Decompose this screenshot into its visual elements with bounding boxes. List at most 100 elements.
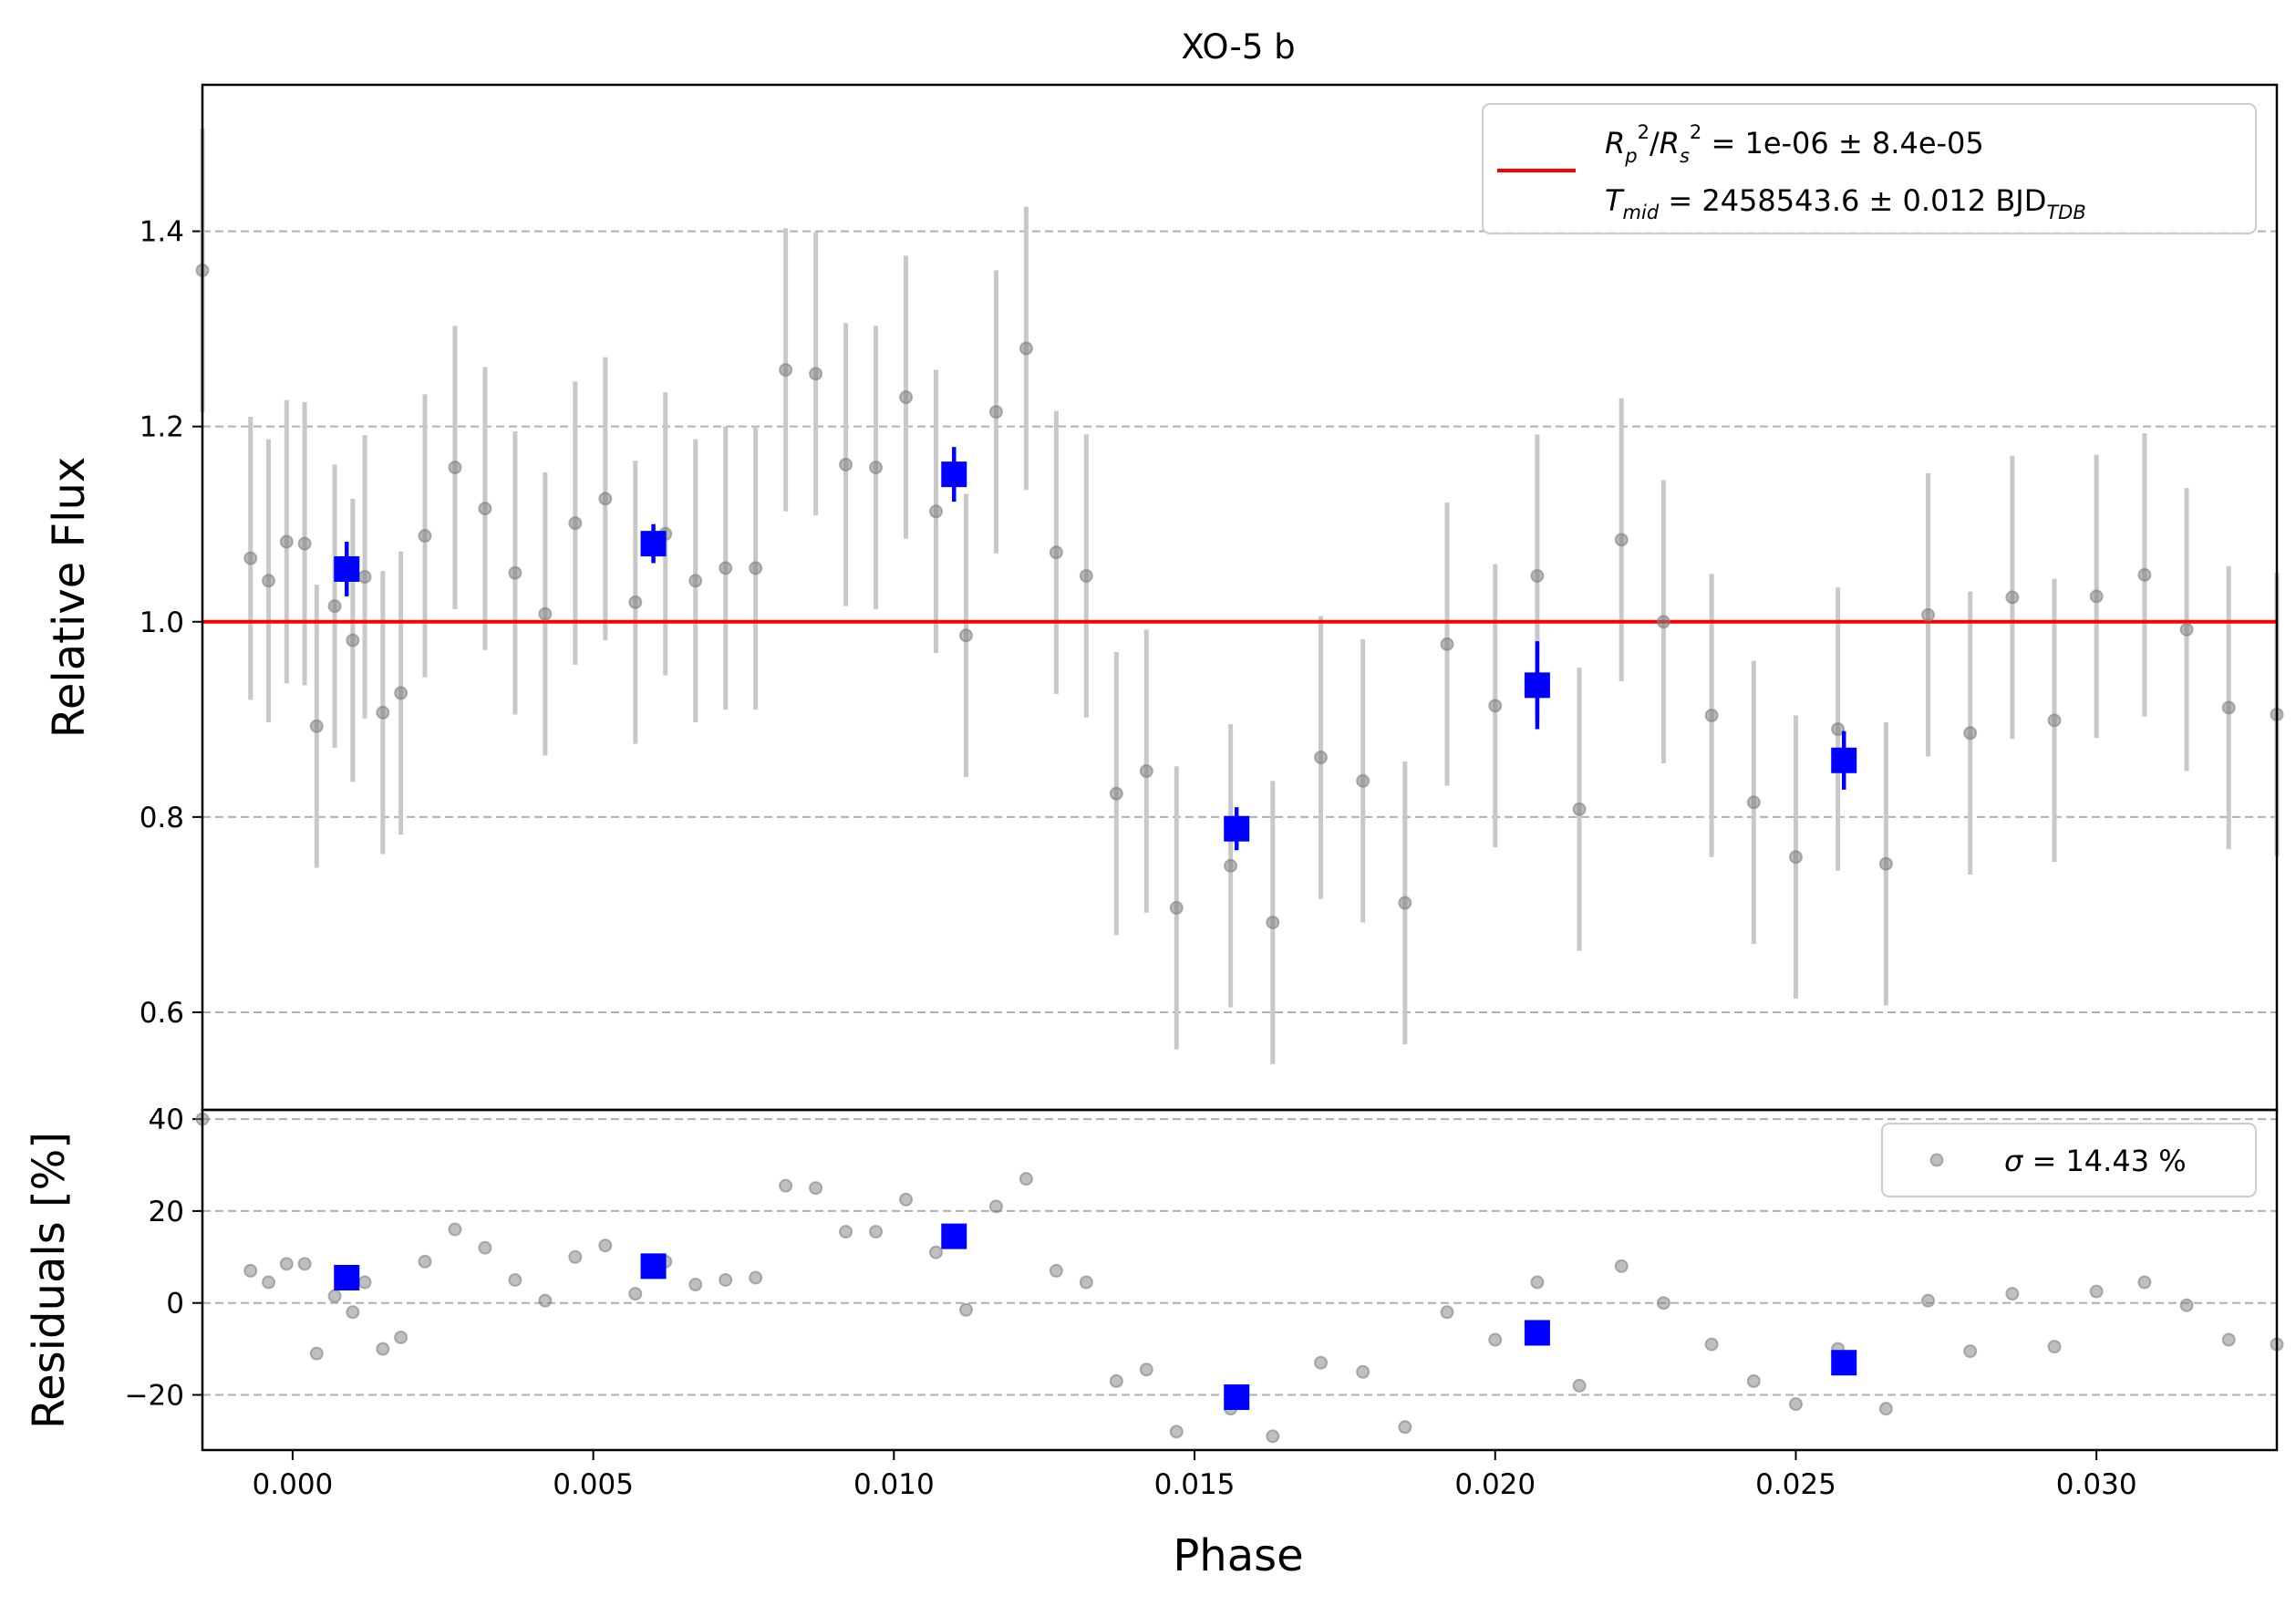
flux-point xyxy=(1878,856,1893,871)
phase-x-tick-label: 0.000 xyxy=(253,1468,334,1501)
residual-point xyxy=(478,1240,492,1255)
residual-point xyxy=(1356,1364,1370,1379)
residual-point xyxy=(1488,1332,1503,1347)
residual-point xyxy=(958,1302,973,1317)
residual-point xyxy=(1530,1275,1545,1290)
residual-point xyxy=(1788,1397,1803,1412)
residual-point xyxy=(869,1225,884,1239)
flux-legend-box xyxy=(1482,103,2257,234)
flux-point xyxy=(2089,589,2104,604)
residuals-y-tick-label: −20 xyxy=(125,1380,184,1413)
flux-points xyxy=(195,263,2284,929)
flux-y-tick-label: 0.8 xyxy=(140,802,184,834)
flux-point xyxy=(809,367,823,381)
phase-x-tick-label: 0.030 xyxy=(2056,1468,2137,1501)
binned-residual-point xyxy=(1224,1384,1250,1411)
flux-point xyxy=(1169,900,1184,915)
residual-binned-points xyxy=(334,1223,1857,1411)
residual-point xyxy=(809,1181,823,1196)
residuals-axes-frame xyxy=(201,1108,2279,1452)
residuals-legend-marker xyxy=(1929,1153,1944,1167)
flux-y-axis-label: Relative Flux xyxy=(44,457,95,739)
flux-point xyxy=(538,606,553,621)
residual-point xyxy=(1398,1420,1412,1435)
flux-point xyxy=(1314,751,1329,765)
flux-point xyxy=(749,561,763,575)
residual-point xyxy=(376,1342,390,1356)
flux-point xyxy=(279,534,294,549)
plot-title: XO-5 b xyxy=(1181,27,1295,67)
residual-point xyxy=(394,1331,409,1345)
flux-y-tick-label: 1.4 xyxy=(140,216,184,249)
residual-point xyxy=(1704,1337,1719,1352)
flux-point xyxy=(1963,726,1978,741)
residuals-y-tick-label: 20 xyxy=(149,1196,184,1228)
residual-point xyxy=(568,1249,583,1264)
residual-point xyxy=(538,1293,553,1308)
flux-point xyxy=(1656,615,1670,629)
residual-point xyxy=(2005,1287,2020,1301)
flux-point xyxy=(262,574,276,588)
flux-point xyxy=(2047,713,2062,728)
phase-x-ticks: 0.000 0.005 0.010 0.015 0.020 0.025 0.030 xyxy=(253,1450,2137,1501)
flux-point xyxy=(598,492,613,506)
residual-point xyxy=(279,1257,294,1271)
binned-point xyxy=(1224,815,1250,842)
flux-errorbars xyxy=(200,129,2280,1064)
flux-point xyxy=(1139,764,1153,779)
flux-point xyxy=(1530,568,1545,583)
residual-point xyxy=(2047,1340,2062,1354)
binned-point xyxy=(1831,747,1857,773)
binned-point xyxy=(941,461,967,488)
residuals-y-tick-label: 0 xyxy=(166,1288,184,1321)
residual-point xyxy=(297,1257,312,1271)
binned-point xyxy=(640,531,667,557)
flux-point xyxy=(357,570,372,585)
flux-y-tick-label: 0.6 xyxy=(140,997,184,1030)
flux-binned-points xyxy=(334,447,1857,851)
flux-point xyxy=(297,536,312,551)
residual-point xyxy=(598,1238,613,1253)
residual-point xyxy=(357,1275,372,1290)
residual-point xyxy=(448,1222,462,1237)
flux-point xyxy=(869,461,884,475)
flux-point xyxy=(899,390,914,405)
flux-point xyxy=(628,595,643,609)
flux-point xyxy=(1398,896,1412,910)
flux-legend: Rp2/Rs2 = 1e-06 ± 8.4e-05 Tmid = 2458543… xyxy=(1482,103,2257,234)
flux-point xyxy=(1109,786,1123,801)
residual-point xyxy=(2179,1298,2194,1312)
residual-point xyxy=(2221,1332,2236,1347)
flux-legend-tmid-label: Tmid = 2458543.6 ± 0.012 BJDTDB xyxy=(1605,183,2086,223)
residual-point xyxy=(839,1225,853,1239)
residual-point xyxy=(1572,1378,1587,1393)
flux-point xyxy=(1788,850,1803,865)
flux-point xyxy=(309,719,324,733)
residual-point xyxy=(928,1245,943,1259)
flux-point xyxy=(376,705,390,720)
residuals-legend-box xyxy=(1881,1123,2257,1197)
flux-point xyxy=(1049,545,1063,560)
residual-point xyxy=(628,1287,643,1301)
residual-point xyxy=(1614,1259,1629,1273)
residual-point xyxy=(243,1263,258,1278)
residual-point xyxy=(1921,1293,1936,1308)
flux-point xyxy=(1572,802,1587,816)
binned-point xyxy=(1524,672,1550,699)
flux-point xyxy=(958,628,973,643)
phase-x-axis-label: Phase xyxy=(1173,1530,1303,1581)
flux-point xyxy=(508,565,522,580)
residual-point xyxy=(1169,1425,1184,1439)
flux-point xyxy=(1488,699,1503,713)
residual-point xyxy=(1440,1305,1454,1320)
residual-point xyxy=(1079,1275,1093,1290)
flux-point xyxy=(988,405,1003,420)
residual-point xyxy=(418,1254,432,1269)
phase-x-tick-label: 0.005 xyxy=(553,1468,634,1501)
flux-point xyxy=(1704,709,1719,723)
flux-point xyxy=(1356,773,1370,788)
residual-point xyxy=(1746,1373,1761,1388)
residual-point xyxy=(1109,1373,1123,1388)
flux-point xyxy=(1079,568,1093,583)
flux-y-ticks: 0.6 0.8 1.0 1.2 1.4 xyxy=(140,216,202,1030)
